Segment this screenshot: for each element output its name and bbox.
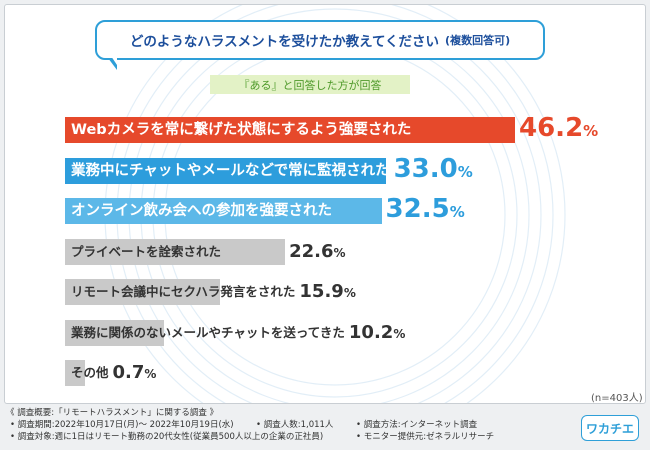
bar-value-5: 15.9% — [299, 281, 355, 302]
bar-value-unit-1: % — [583, 122, 599, 140]
bar-label-4: プライベートを詮索された — [71, 243, 222, 259]
bar-5 — [65, 279, 220, 305]
bar-4 — [65, 238, 286, 265]
footer-respondents: • 調査人数:1,011人 — [256, 420, 334, 430]
footer-method: • 調査方法:インターネット調査 — [356, 420, 478, 430]
sample-size: (n=403人) — [591, 393, 643, 404]
question-box: どのようなハラスメントを受けたか教えてください (複数回答可) — [95, 20, 545, 60]
bar-2 — [65, 157, 387, 184]
bar-value-main-7: 0. — [112, 362, 132, 383]
chart-card: どのようなハラスメントを受けたか教えてください (複数回答可) 『ある』と回答し… — [4, 4, 646, 404]
footer-target: • 調査対象:週に1日はリモート勤務の20代女性(従業員500人以上の企業の正社… — [10, 432, 324, 442]
bar-label-5: リモート会議中にセクハラ発言をされた — [71, 284, 296, 299]
bar-value-decimal-3: 5 — [431, 194, 450, 224]
bar-value-unit-5: % — [343, 286, 356, 300]
bar-label-3: オンライン飲み会への参加を強要された — [71, 203, 332, 219]
brand-logo: ワカチエ — [581, 415, 639, 441]
bar-value-decimal-7: 7 — [131, 362, 145, 383]
bar-value-decimal-6: 2 — [380, 321, 394, 343]
bar-label-1: Webカメラを常に繋げた状態にするよう強要された — [71, 122, 412, 138]
survey-footer: 《 調査概要:「リモートハラスメント」に関する調査 》 • 調査期間:2022年… — [6, 406, 566, 446]
footer-period: • 調査期間:2022年10月17日(月)〜 2022年10月19日(水) — [10, 420, 234, 430]
bar-value-decimal-4: 6 — [321, 240, 334, 262]
bar-value-main-3: 32. — [385, 194, 432, 224]
bar-value-6: 10.2% — [349, 322, 405, 343]
bar-label-2: 業務中にチャットやメールなどで常に監視された — [71, 162, 390, 179]
bar-value-3: 32.5% — [386, 194, 465, 224]
bar-3 — [65, 198, 382, 224]
bar-7 — [65, 360, 85, 386]
footer-heading: 《 調査概要:「リモートハラスメント」に関する調査 》 — [6, 408, 219, 418]
bar-value-unit-2: % — [457, 162, 473, 181]
footer-provider: • モニター提供元:ゼネラルリサーチ — [356, 432, 495, 442]
bar-value-main-2: 33. — [393, 153, 440, 184]
bar-1 — [65, 117, 515, 143]
bar-label-6: 業務に関係のないメールやチャットを送ってきた — [71, 324, 345, 340]
bar-value-unit-4: % — [333, 245, 346, 260]
question-note: (複数回答可) — [445, 34, 511, 47]
bar-label-7: その他 — [71, 365, 109, 380]
bar-value-main-6: 10. — [348, 321, 381, 343]
bar-value-decimal-1: 2 — [565, 113, 584, 143]
bar-value-7: 0.7% — [113, 362, 157, 383]
question-text: どのようなハラスメントを受けたか教えてください — [129, 34, 440, 50]
bar-value-4: 22.6% — [289, 241, 345, 262]
bar-value-unit-3: % — [449, 203, 465, 221]
subtitle-banner: 『ある』と回答した方が回答 — [210, 75, 410, 94]
bar-value-main-4: 22. — [289, 240, 322, 262]
bar-value-main-5: 15. — [299, 281, 332, 302]
bar-value-unit-7: % — [144, 367, 157, 381]
bar-value-main-1: 46. — [519, 113, 566, 143]
bar-6 — [65, 319, 165, 346]
bar-value-decimal-5: 9 — [331, 281, 344, 302]
bar-value-2: 33.0% — [394, 154, 473, 184]
bar-value-1: 46.2% — [519, 113, 598, 143]
bar-value-unit-6: % — [393, 326, 406, 341]
bar-value-decimal-2: 0 — [439, 153, 458, 184]
speech-tail-inner — [111, 56, 117, 65]
